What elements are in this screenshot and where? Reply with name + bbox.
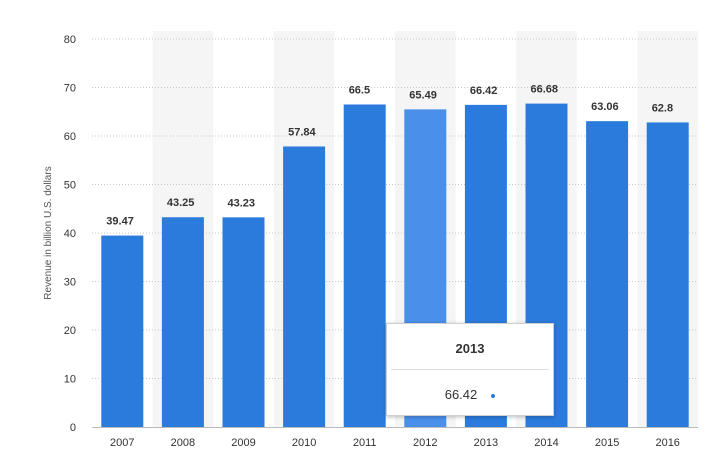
y-tick-label: 80	[64, 34, 76, 46]
data-label: 62.8	[652, 102, 673, 114]
x-tick-label: 2012	[413, 437, 437, 449]
x-tick-label: 2013	[474, 437, 498, 449]
y-tick-label: 0	[70, 422, 76, 434]
x-axis-ticks: 2007 2008 2009 2010 2011 2012 2013 2014 2015 2016	[110, 437, 680, 449]
y-tick-label: 40	[64, 228, 76, 240]
bars	[101, 103, 689, 428]
tooltip-title: 2013	[455, 341, 485, 356]
tooltip-row: 66.42	[387, 387, 553, 402]
x-tick-label: 2010	[292, 437, 316, 449]
y-tick-label: 50	[64, 180, 76, 192]
x-tick-label: 2015	[595, 437, 619, 449]
x-tick-label: 2011	[353, 437, 377, 449]
y-axis-ticks: 0 10 20 30 40 50 60 70 80	[64, 34, 76, 434]
data-label: 57.84	[288, 126, 316, 138]
data-label: 66.42	[470, 85, 498, 97]
bar-2010[interactable]	[283, 146, 326, 427]
data-label: 63.06	[591, 101, 619, 113]
y-tick-label: 30	[64, 277, 76, 289]
y-axis-label: Revenue in billion U.S. dollars	[43, 166, 54, 299]
data-label: 65.49	[409, 89, 437, 101]
tooltip-value: 66.42	[444, 387, 478, 402]
data-label: 66.68	[531, 84, 559, 96]
x-tick-label: 2008	[171, 437, 195, 449]
bar-2007[interactable]	[101, 235, 144, 427]
x-tick-label: 2014	[534, 437, 558, 449]
x-tick-label: 2007	[110, 437, 134, 449]
tooltip-divider	[391, 369, 549, 370]
data-labels: 39.47 43.25 43.23 57.84 66.5 65.49 66.42 66.68 6…	[106, 84, 673, 228]
tooltip: 2013 66.42	[386, 323, 554, 416]
data-label: 39.47	[106, 216, 134, 228]
x-tick-label: 2016	[655, 437, 679, 449]
bar-2015[interactable]	[586, 121, 629, 427]
data-label: 43.25	[167, 197, 195, 209]
bar-2008[interactable]	[161, 217, 204, 427]
y-tick-label: 70	[64, 83, 76, 95]
bar-2009[interactable]	[222, 217, 265, 427]
series-dot-icon	[491, 393, 496, 398]
bar-2011[interactable]	[343, 104, 386, 427]
y-tick-label: 10	[64, 374, 76, 386]
x-tick-label: 2009	[231, 437, 255, 449]
data-label: 66.5	[349, 84, 370, 96]
data-label: 43.23	[228, 197, 256, 209]
y-tick-label: 60	[64, 131, 76, 143]
bar-2016[interactable]	[646, 122, 689, 428]
y-tick-label: 20	[64, 325, 76, 337]
